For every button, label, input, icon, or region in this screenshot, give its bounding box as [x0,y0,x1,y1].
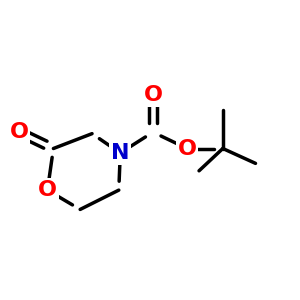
Text: O: O [178,139,197,158]
Text: N: N [111,143,130,163]
Text: O: O [143,85,163,105]
Text: O: O [10,122,29,142]
Text: O: O [38,180,57,200]
